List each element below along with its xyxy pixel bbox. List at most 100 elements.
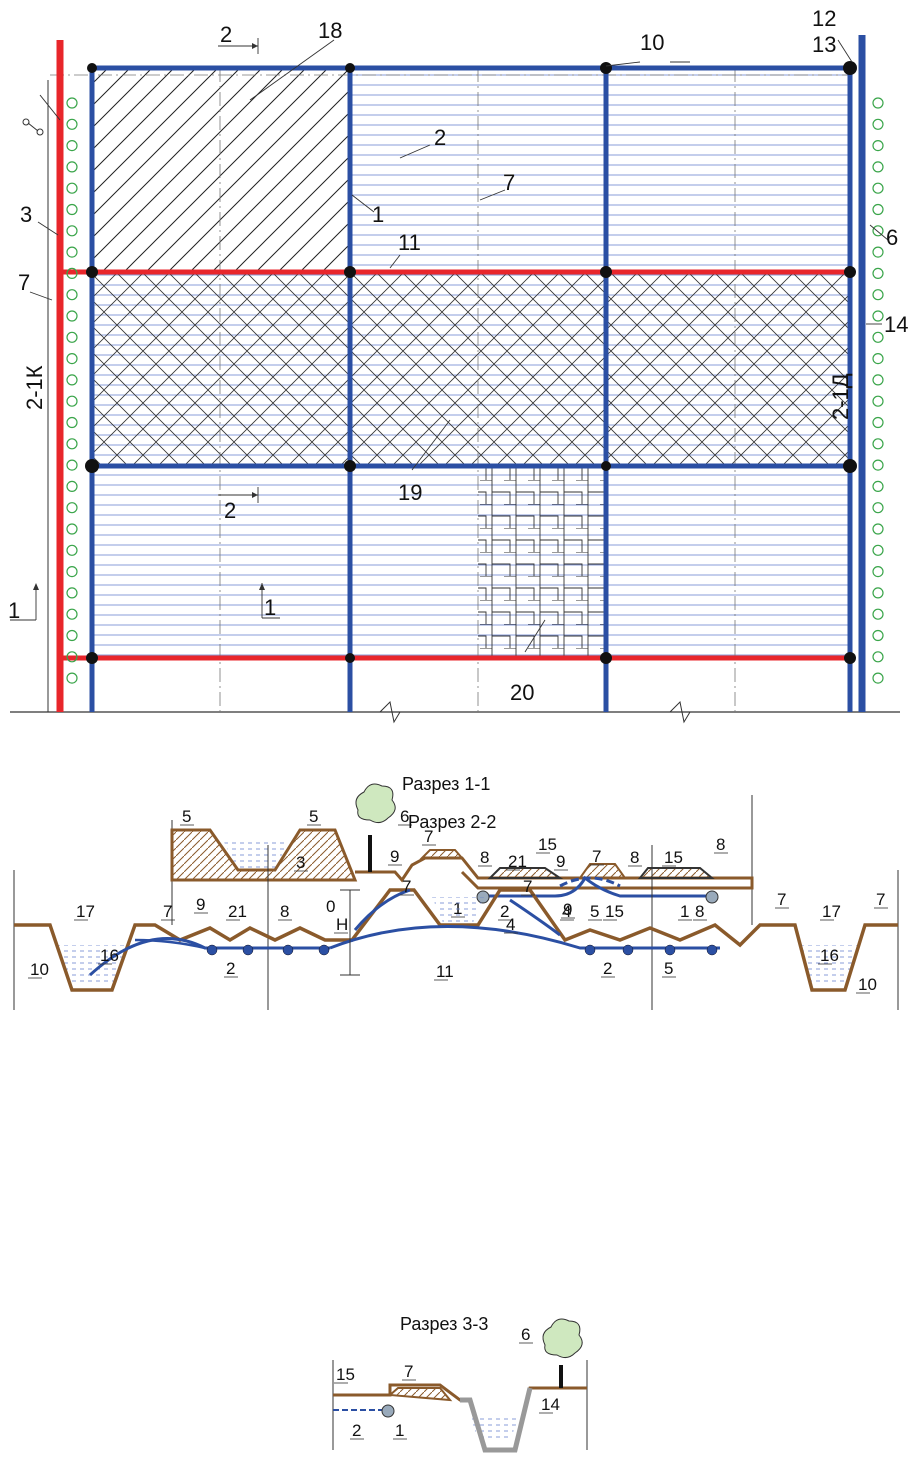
tree-circle <box>872 267 884 279</box>
section-label: 7 <box>404 1362 413 1381</box>
tree-circle <box>66 161 78 173</box>
tree-circle <box>872 523 884 535</box>
tree-circle <box>66 310 78 322</box>
label-10: 10 <box>640 30 664 55</box>
section-label: 10 <box>858 975 877 994</box>
tree-circle <box>66 331 78 343</box>
tree-circle <box>872 182 884 194</box>
section-label: 15 <box>336 1365 355 1384</box>
tree-circle <box>872 459 884 471</box>
label-2-section-top: 2 <box>220 22 232 47</box>
tree-circle <box>66 353 78 365</box>
tree-circle <box>66 629 78 642</box>
label-20: 20 <box>510 680 534 705</box>
tree-circle <box>872 416 884 429</box>
section-label: 5 <box>590 902 599 921</box>
section-label: 7 <box>592 847 601 866</box>
tree-circle <box>872 374 884 386</box>
tree-circle <box>872 97 884 109</box>
label-2-section-mid: 2 <box>224 498 236 523</box>
section-2-2-title: Разрез 2-2 <box>408 812 496 832</box>
tree-circle <box>66 587 78 599</box>
tree-circle <box>872 246 884 258</box>
section-label: 16 <box>820 946 839 965</box>
label-2: 2 <box>434 125 446 150</box>
tree-circle <box>66 416 78 429</box>
section-label: 8 <box>630 848 639 867</box>
section-label: 5 <box>664 959 673 978</box>
section-label: 7 <box>777 890 786 909</box>
label-canal-2-1D: 2-1Д <box>828 373 853 420</box>
section-label: 7 <box>163 902 172 921</box>
section-label: 2 <box>603 959 612 978</box>
section-label: 4 <box>562 902 571 921</box>
tree-circle <box>872 565 884 578</box>
tree-circle <box>872 651 884 663</box>
tree-circle <box>66 140 78 152</box>
section-label: 17 <box>76 902 95 921</box>
section-label: 7 <box>424 827 433 846</box>
section-label: 21 <box>508 852 527 871</box>
tree-circle <box>872 353 884 365</box>
section-label: 5 <box>309 807 318 826</box>
tree-circle <box>66 118 78 130</box>
tree-circle <box>66 395 78 407</box>
label-3: 3 <box>20 202 32 227</box>
label-7-left: 7 <box>18 270 30 295</box>
tree-circle <box>66 459 78 471</box>
section-label: 1 <box>680 902 689 921</box>
tree-circle <box>872 608 884 620</box>
section-label: 2 <box>226 959 235 978</box>
tree-circle <box>872 161 884 173</box>
tree-circle <box>872 587 884 599</box>
section-label: 4 <box>506 915 515 934</box>
area-blue-lines-top <box>350 68 850 272</box>
tree-circle <box>872 331 884 343</box>
area-18-hatched <box>92 68 350 272</box>
tree-circle <box>66 246 78 258</box>
tree-row-left <box>66 97 78 684</box>
label-18: 18 <box>318 18 342 43</box>
section-label: 8 <box>480 848 489 867</box>
tree-circle <box>872 438 884 450</box>
tree-circle <box>872 672 884 684</box>
tree-circle <box>872 225 884 237</box>
tree-circle <box>66 374 78 386</box>
area-20-brick <box>478 466 606 658</box>
tree-circle <box>872 395 884 407</box>
section-label: 6 <box>521 1325 530 1344</box>
section-label: 9 <box>196 895 205 914</box>
section-label: 8 <box>695 902 704 921</box>
tree-circle <box>66 182 78 194</box>
section-label: 1 <box>395 1421 404 1440</box>
label-12: 12 <box>812 6 836 31</box>
section-1-1: Разрез 1-1 5567398211597815812451 <box>170 774 754 925</box>
section-label: 7 <box>876 890 885 909</box>
section-label: 9 <box>556 852 565 871</box>
label-7-top: 7 <box>503 170 515 195</box>
section-label: 7 <box>523 877 532 896</box>
section-label: 14 <box>541 1395 560 1414</box>
tree-circle <box>66 651 78 663</box>
section-label: 16 <box>100 946 119 965</box>
label-1: 1 <box>372 202 384 227</box>
section-label: 5 <box>182 807 191 826</box>
label-14: 14 <box>884 312 908 337</box>
label-1-section-left: 1 <box>8 598 20 623</box>
section-label: 21 <box>228 902 247 921</box>
section-label: 11 <box>436 962 454 981</box>
label-11: 11 <box>398 230 421 255</box>
tree-circle <box>66 480 78 492</box>
tree-circle <box>66 608 78 620</box>
section-label: 15 <box>538 835 557 854</box>
tree-circle <box>872 203 884 216</box>
tree-circle <box>66 289 78 301</box>
section-1-1-title: Разрез 1-1 <box>402 774 490 794</box>
section-label: 3 <box>296 853 305 872</box>
tree-circle <box>872 502 884 514</box>
tree-circle <box>66 203 78 216</box>
tree-circle <box>66 523 78 535</box>
tree-circle <box>66 438 78 450</box>
tree-circle <box>66 97 78 109</box>
